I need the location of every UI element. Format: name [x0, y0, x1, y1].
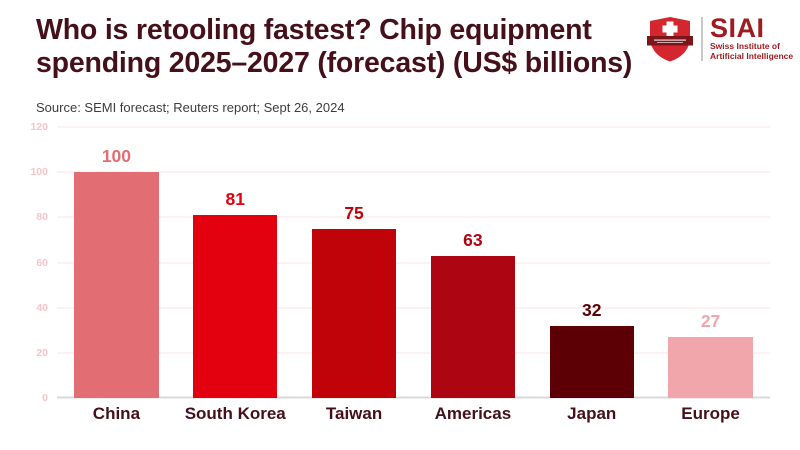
bar-value-label: 63 [463, 229, 483, 250]
y-tick-label: 40 [36, 301, 48, 314]
bar [549, 325, 634, 398]
gridline-100 [57, 171, 770, 173]
bar-slot: 81 [176, 127, 295, 398]
gridline-120 [57, 126, 770, 128]
logo-text: SIAI Swiss Institute of Artificial Intel… [710, 13, 794, 61]
bar-slot: 63 [413, 127, 532, 398]
page-title: Who is retooling fastest? Chip equipment… [36, 14, 696, 80]
chart-plot-area: 0 20 40 60 80 100 120 100 81 75 63 32 27 [30, 121, 770, 404]
bar-value-label: 32 [581, 299, 602, 320]
source-note: Source: SEMI forecast; Reuters report; S… [36, 100, 345, 115]
bar-slot: 32 [532, 127, 651, 398]
gridline-40 [57, 307, 770, 309]
bar-slot: 75 [295, 127, 414, 398]
bar [74, 172, 159, 398]
logo-wordmark: SIAI [710, 13, 765, 44]
y-tick-label: 100 [30, 166, 48, 179]
logo-subtitle-line2: Artificial Intelligence [710, 50, 794, 61]
bars-container: 100 81 75 63 32 27 [57, 127, 770, 398]
x-axis-label: Japan [567, 404, 617, 423]
x-axis-label: Americas [434, 404, 512, 423]
page-title-line1: Who is retooling fastest? Chip equipment [36, 14, 592, 46]
page-title-line2: spending 2025–2027 (forecast) (US$ billi… [36, 47, 633, 80]
bar [430, 255, 516, 398]
y-tick-label: 20 [36, 346, 48, 359]
gridline-80 [57, 216, 770, 218]
gridline-60 [57, 262, 770, 263]
bar-value-label: 81 [225, 189, 245, 210]
x-axis-label: China [92, 404, 141, 423]
bar-slot: 27 [651, 127, 770, 398]
siai-shield-icon [647, 17, 693, 62]
bar-value-label: 75 [344, 202, 364, 223]
y-tick-label: 120 [30, 121, 48, 133]
gridline-20 [57, 352, 770, 354]
gridline-0 [57, 396, 770, 399]
siai-logo: SIAI Swiss Institute of Artificial Intel… [646, 13, 794, 62]
x-axis-labels: China South Korea Taiwan Americas Japan Europ… [57, 404, 770, 424]
x-axis-label: Europe [681, 404, 740, 423]
y-tick-label: 80 [36, 211, 48, 224]
x-axis-label: Taiwan [325, 404, 383, 423]
y-tick-label: 60 [36, 256, 48, 269]
bar-value-label: 27 [700, 311, 721, 332]
logo-subtitle-line1: Swiss Institute of [710, 41, 780, 52]
bar-slot: 100 [57, 127, 176, 398]
y-tick-label: 0 [42, 392, 48, 404]
bar [311, 228, 397, 398]
x-axis-label: South Korea [184, 404, 286, 423]
bar [668, 337, 753, 398]
logo-divider [701, 17, 703, 61]
bar [193, 215, 278, 398]
bar-value-label: 100 [101, 146, 132, 167]
